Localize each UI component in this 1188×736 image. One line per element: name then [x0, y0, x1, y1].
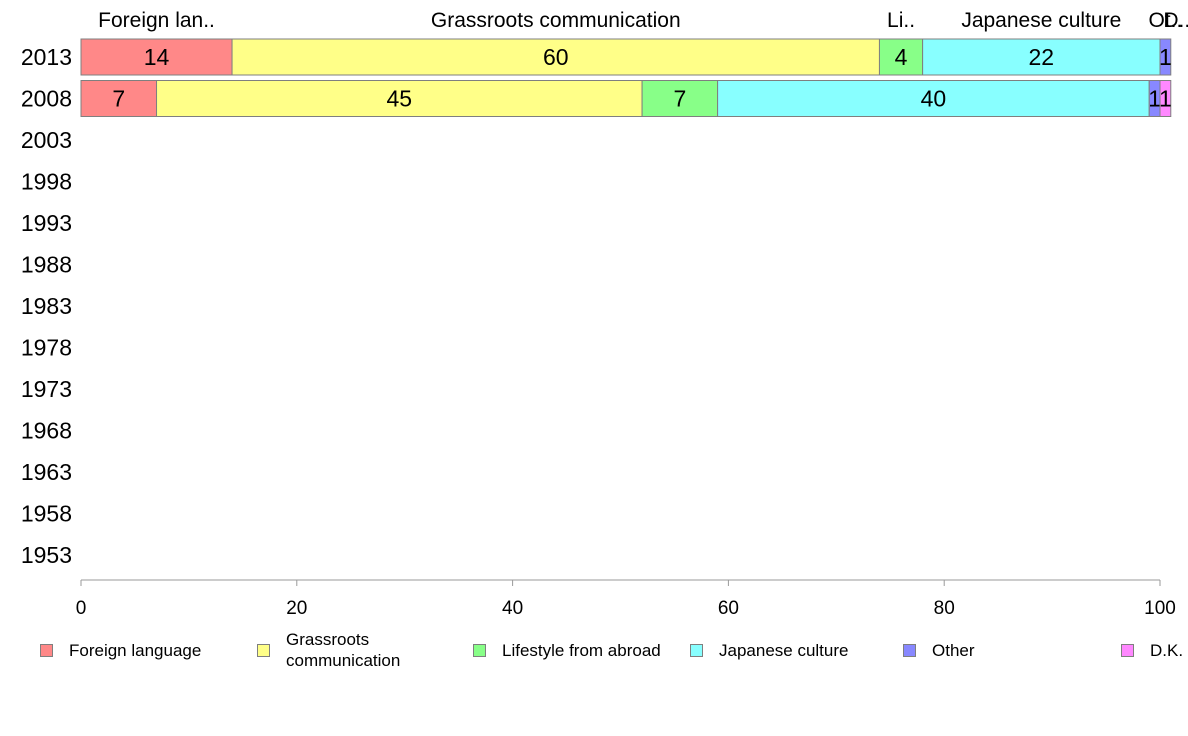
- bar-2008-lifestyle-from-abroad: [641, 80, 719, 117]
- year-label-2003: 2003: [21, 127, 72, 153]
- year-label-1958: 1958: [21, 501, 72, 527]
- value-label-2008-lifestyle-from-abroad: 7: [673, 86, 686, 112]
- value-label-2008-other: 1: [1148, 86, 1161, 112]
- year-label-1998: 1998: [21, 169, 72, 195]
- x-tick-label-20: 20: [286, 598, 307, 619]
- legend-swatch-japanese-culture: [690, 643, 703, 657]
- x-tick-label-0: 0: [76, 598, 87, 619]
- x-tick-label-80: 80: [934, 598, 955, 619]
- legend-swatch-lifestyle-from-abroad: [473, 643, 486, 657]
- bar-2013-other: [1159, 38, 1172, 76]
- legend-swatch-grassroots-communication: [257, 643, 270, 657]
- legend: Foreign language Grassroots communication…: [0, 628, 1188, 688]
- value-label-2008-grassroots-communication: 45: [387, 86, 413, 112]
- value-label-2013-grassroots-communication: 60: [543, 44, 569, 70]
- legend-label-japanese-culture: Japanese culture: [719, 640, 849, 660]
- bar-2008-japanese-culture: [717, 80, 1150, 117]
- year-label-2008: 2008: [21, 86, 72, 112]
- year-label-1988: 1988: [21, 252, 72, 278]
- legend-item-japanese-culture: Japanese culture: [690, 628, 848, 672]
- bar-2013-grassroots-communication: [231, 38, 880, 76]
- top-label-d-k: D..: [1163, 9, 1188, 32]
- top-label-japanese-culture: Japanese culture: [961, 9, 1121, 32]
- year-label-2013: 2013: [21, 44, 72, 70]
- x-tick-label-40: 40: [502, 598, 523, 619]
- value-label-2008-foreign-language: 7: [112, 86, 125, 112]
- top-label-foreign-language: Foreign lan..: [98, 9, 215, 32]
- bar-2008-grassroots-communication: [156, 80, 643, 117]
- bar-2008-d-k: [1159, 80, 1172, 117]
- legend-swatch-d-k: [1121, 643, 1134, 657]
- value-label-2013-foreign-language: 14: [144, 44, 170, 70]
- bar-2013-japanese-culture: [922, 38, 1161, 76]
- legend-swatch-foreign-language: [40, 643, 53, 657]
- value-label-2013-lifestyle-from-abroad: 4: [895, 44, 908, 70]
- year-label-1953: 1953: [21, 542, 72, 568]
- value-label-2013-japanese-culture: 22: [1029, 44, 1055, 70]
- legend-item-foreign-language: Foreign language: [40, 628, 201, 672]
- x-tick-label-60: 60: [718, 598, 739, 619]
- value-label-2008-d-k: 1: [1159, 86, 1172, 112]
- year-label-1963: 1963: [21, 459, 72, 485]
- bar-2013-foreign-language: [80, 38, 233, 76]
- top-label-grassroots-communication: Grassroots communication: [431, 9, 681, 32]
- legend-label-other: Other: [932, 640, 975, 660]
- legend-item-d-k: D.K.: [1121, 628, 1183, 672]
- year-label-1983: 1983: [21, 293, 72, 319]
- legend-swatch-other: [903, 643, 916, 657]
- value-label-2013-other: 1: [1159, 44, 1172, 70]
- legend-label-d-k: D.K.: [1150, 640, 1184, 660]
- top-label-lifestyle-from-abroad: Li..: [887, 9, 915, 32]
- legend-item-other: Other: [903, 628, 975, 672]
- value-label-2008-japanese-culture: 40: [921, 86, 947, 112]
- top-label-other: Ot..: [1148, 9, 1182, 32]
- year-label-1968: 1968: [21, 418, 72, 444]
- legend-label-lifestyle-from-abroad: Lifestyle from abroad: [502, 640, 661, 660]
- year-label-1978: 1978: [21, 335, 72, 361]
- year-label-1973: 1973: [21, 376, 72, 402]
- bar-2008-foreign-language: [80, 80, 158, 117]
- bar-2013-lifestyle-from-abroad: [878, 38, 924, 76]
- x-tick-label-100: 100: [1144, 598, 1176, 619]
- year-label-1993: 1993: [21, 210, 72, 236]
- legend-label-grassroots-communication: Grassroots communication: [286, 630, 401, 670]
- legend-item-grassroots-communication: Grassroots communication: [257, 628, 416, 672]
- legend-item-lifestyle-from-abroad: Lifestyle from abroad: [473, 628, 661, 672]
- legend-label-foreign-language: Foreign language: [69, 640, 202, 660]
